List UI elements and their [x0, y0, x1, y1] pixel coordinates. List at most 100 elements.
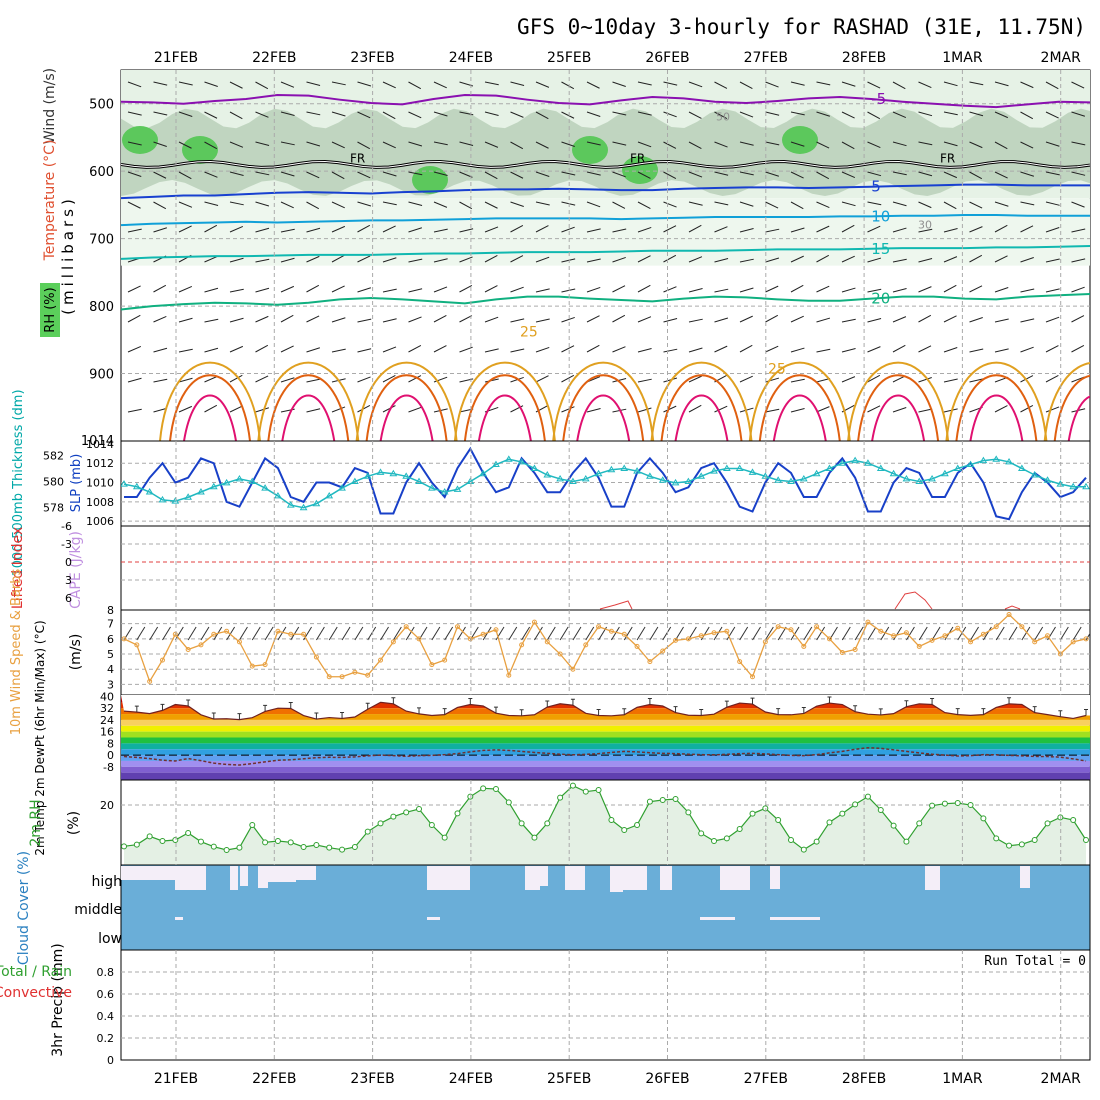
rh-point	[505, 799, 512, 806]
rh-point	[377, 820, 384, 827]
wind-barb	[459, 256, 473, 263]
rh-point	[634, 822, 641, 828]
wind10m-barb	[508, 626, 518, 641]
wind-barb	[127, 408, 142, 413]
wind10m-barb	[1072, 626, 1082, 641]
wind-barb	[637, 348, 652, 353]
rh-point	[544, 820, 551, 827]
wind-barb	[1071, 111, 1086, 117]
wind-speed-point	[993, 624, 999, 630]
thickness-point	[928, 474, 936, 482]
thickness-point	[466, 477, 475, 485]
rh-point	[749, 810, 756, 817]
cloud-high-bar	[258, 866, 268, 888]
wind-barb	[408, 171, 423, 176]
rh-point	[1083, 837, 1089, 843]
thickness-point	[453, 485, 462, 492]
wind-barb	[994, 111, 1009, 119]
wind-speed-point	[698, 633, 704, 639]
date-label: 26FEB	[645, 1071, 689, 1087]
cloud-cover-panel: Cloud Cover (%) high middle low	[16, 851, 1091, 965]
wind-barb	[790, 347, 805, 353]
wind-barb	[1071, 258, 1086, 263]
wind-barb	[153, 378, 168, 383]
wind-barb	[1071, 201, 1085, 208]
thickness-point	[158, 495, 167, 503]
wind-tick: 6	[107, 633, 114, 646]
wind-barb	[1045, 375, 1059, 383]
wind-barb	[408, 375, 422, 383]
wind-barb	[127, 314, 141, 323]
thickness-point	[440, 488, 449, 495]
cloud-high-bar	[230, 866, 238, 890]
minmax-bar	[263, 704, 268, 712]
cloud-high-bar	[175, 866, 206, 890]
upper-ylabel: (millibars)	[59, 195, 77, 315]
cape-label: CAPE (J/kg)	[68, 531, 84, 609]
wind10m-barb	[392, 626, 402, 641]
rh-point	[903, 838, 910, 845]
wind-barb	[994, 255, 1008, 263]
wind-barb	[867, 288, 882, 293]
wind-barb	[459, 201, 473, 210]
wind-barb	[867, 171, 882, 177]
rh-point	[941, 800, 948, 807]
wind-barb	[943, 81, 958, 87]
wind-barb	[994, 224, 1008, 233]
thickness-point	[274, 491, 282, 499]
low-level-contour	[463, 374, 546, 441]
stability-frame	[120, 525, 1091, 611]
wind-barb	[255, 258, 270, 263]
rh-high-patch	[412, 166, 448, 194]
wind-speed-point	[134, 642, 140, 648]
wind-barb	[178, 377, 193, 383]
wind-speed-line	[123, 613, 1087, 683]
wind-barb	[306, 141, 321, 147]
temp-band	[121, 766, 1090, 773]
thickness-point	[799, 474, 808, 482]
rh-point	[146, 833, 153, 840]
wind-barb	[918, 171, 933, 177]
wind-barb	[841, 111, 855, 119]
wind10m-barb	[931, 626, 941, 641]
wind-barb	[790, 255, 804, 263]
wind-speed-point	[249, 663, 255, 669]
wind-barb	[561, 141, 575, 147]
wind-barb	[204, 141, 218, 150]
temp-band	[121, 737, 1090, 744]
low-level-contour	[379, 394, 434, 441]
wind-tick: 3	[107, 678, 114, 691]
wind-barb	[1020, 405, 1034, 413]
wind-barb	[586, 286, 601, 293]
minmax-bar	[391, 697, 396, 704]
wind-barb	[765, 285, 779, 293]
wind-barb	[841, 224, 855, 233]
thickness-point	[825, 464, 834, 471]
rh-point	[864, 793, 871, 800]
wind-barb	[204, 224, 218, 233]
wind-barb	[561, 226, 575, 233]
wind-barb	[790, 408, 805, 413]
li-tick: -6	[61, 520, 72, 533]
wind-barb	[459, 346, 473, 353]
wind10m-barb	[713, 626, 723, 641]
thickness-point	[633, 467, 641, 474]
wind-barb	[637, 141, 652, 148]
minmax-bar	[519, 709, 524, 716]
wind-barb	[306, 255, 320, 263]
wind-barb	[943, 408, 958, 413]
wind-barb	[306, 408, 321, 413]
thickness-point	[376, 468, 385, 475]
temp-band	[121, 714, 1090, 720]
wind-barb	[153, 171, 167, 179]
date-label: 1MAR	[942, 50, 983, 66]
wind-side-label: Wind (m/s)	[42, 68, 58, 144]
stability-grid	[121, 543, 1090, 610]
thickness-point	[504, 455, 513, 462]
temp-side-label: Temperature (°C)	[42, 140, 58, 262]
wind-barb	[306, 284, 320, 293]
wind10m-barb	[341, 626, 351, 641]
thickness-point	[492, 460, 500, 468]
wind-barb	[280, 257, 295, 263]
